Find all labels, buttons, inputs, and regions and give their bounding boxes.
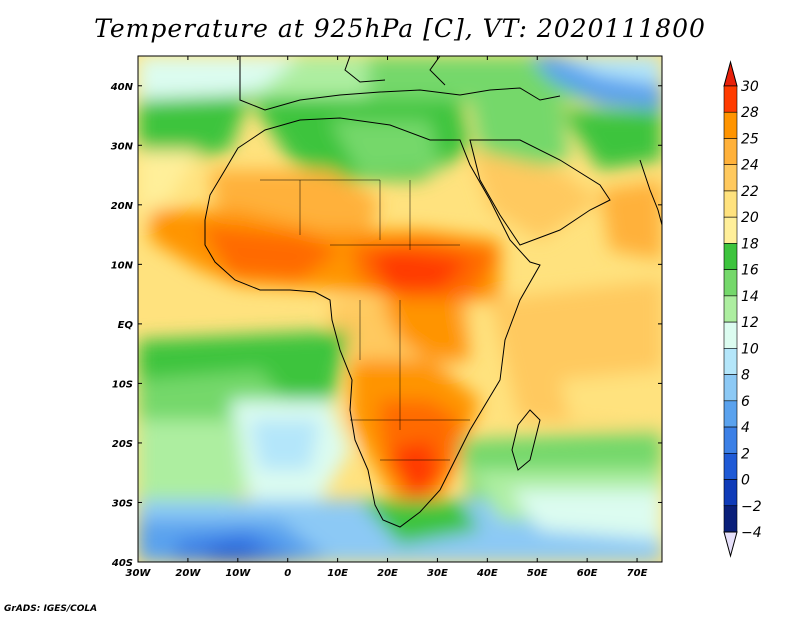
lon-axis: 30W 20W 10W 0 10E 20E 30E 40E 50E 60E 70E	[126, 56, 648, 579]
lat-tick-label: 10N	[111, 260, 134, 271]
colorbar-label: 25	[741, 131, 759, 147]
colorbar-swatch	[723, 243, 738, 270]
colorbar-swatch	[723, 452, 738, 480]
colorbar-label: 4	[741, 420, 750, 436]
lat-tick-label: 40S	[111, 558, 133, 569]
colorbar-swatch	[723, 400, 738, 428]
lon-tick-label: 40E	[476, 568, 498, 579]
colorbar-swatch	[723, 374, 738, 402]
lon-tick-label: 50E	[527, 568, 548, 579]
lon-tick-label: 70E	[627, 568, 648, 579]
india-coastline	[639, 159, 662, 226]
credit-label: GrADS: IGES/COLA	[4, 604, 98, 614]
chart-title: Temperature at 925hPa [C], VT: 202011180…	[94, 14, 706, 43]
lon-tick-label: 30W	[126, 568, 152, 579]
africa-coastline	[204, 117, 541, 528]
colorbar-label: 24	[741, 158, 759, 174]
colorbar-swatch	[723, 269, 738, 297]
colorbar-swatch	[723, 295, 738, 323]
colorbar-label: 18	[741, 236, 759, 252]
country-borders	[260, 179, 470, 461]
lat-tick-label: 20N	[111, 201, 134, 212]
colorbar-top-arrow	[723, 60, 738, 87]
colorbar-swatch	[723, 348, 738, 375]
colorbar-swatch	[723, 138, 738, 166]
colorbar-swatch	[723, 426, 738, 454]
colorbar-swatch	[723, 321, 738, 349]
colorbar-label: 20	[741, 210, 759, 226]
lat-tick-label: 20S	[112, 439, 133, 450]
colorbar-label: 10	[741, 341, 759, 357]
lat-tick-label: 10S	[112, 379, 133, 390]
lon-tick-label: 60E	[577, 568, 598, 579]
colorbar-label: 28	[741, 105, 759, 121]
lon-tick-label: 0	[284, 568, 291, 579]
colorbar-bottom-arrow	[723, 531, 738, 558]
lat-tick-label: 30N	[111, 141, 134, 152]
lat-axis: 40N 30N 20N 10N EQ 10S 20S 30S 40S	[110, 82, 662, 569]
colorbar-label: 16	[741, 263, 759, 279]
colorbar-label: 30	[741, 79, 759, 95]
europe-coastline	[239, 56, 561, 111]
colorbar-label: 14	[741, 289, 759, 305]
colorbar-label: 22	[741, 184, 759, 200]
colorbar-label: −2	[741, 499, 762, 515]
colorbar-swatch	[723, 85, 738, 113]
colorbar-label: 8	[741, 368, 750, 384]
lat-tick-label: 40N	[110, 82, 134, 93]
colorbar-swatch	[723, 190, 738, 218]
madagascar-coastline	[511, 409, 541, 471]
colorbar-label: 12	[741, 315, 759, 331]
lon-tick-label: 20E	[377, 568, 398, 579]
coastlines	[204, 56, 662, 528]
lat-tick-label: EQ	[118, 320, 134, 331]
plot-frame	[137, 55, 663, 563]
lat-tick-label: 30S	[112, 498, 133, 509]
colorbar-swatch	[723, 216, 738, 244]
colorbar-swatch	[723, 505, 738, 533]
colorbar-label: 2	[741, 446, 750, 462]
colorbar-label: −4	[741, 525, 762, 541]
lon-tick-label: 20W	[175, 568, 201, 579]
lon-tick-label: 30E	[427, 568, 448, 579]
colorbar-swatch	[723, 479, 738, 507]
arabia-coastline	[469, 139, 611, 246]
colorbar-swatch	[723, 164, 738, 192]
colorbar-swatch	[723, 111, 738, 139]
colorbar-label: 0	[741, 473, 750, 489]
lon-tick-label: 10W	[225, 568, 251, 579]
colorbar-label: 6	[741, 394, 750, 410]
lon-tick-label: 10E	[327, 568, 348, 579]
